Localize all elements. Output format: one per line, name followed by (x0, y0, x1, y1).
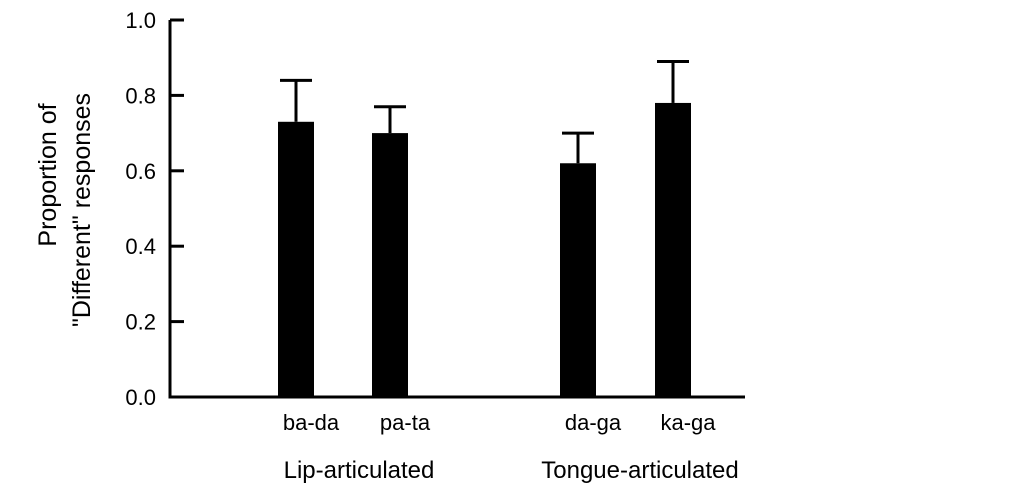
y-tick-label: 0.2 (125, 310, 156, 335)
bar-pa-ta (372, 133, 408, 397)
category-label-da-ga: da-ga (565, 410, 622, 435)
y-tick-label: 0.4 (125, 234, 156, 259)
y-axis-label-line-1: Proportion of (34, 103, 62, 246)
category-labels: ba-da pa-ta da-ga ka-ga (283, 410, 716, 435)
y-ticks: 0.0 0.2 0.4 0.6 0.8 1.0 (125, 8, 184, 410)
y-tick-label: 0.6 (125, 159, 156, 184)
bar-ba-da (278, 121, 314, 397)
axes (168, 20, 745, 399)
y-tick-label: 0.0 (125, 385, 156, 410)
bars (278, 102, 691, 397)
error-bars (280, 59, 689, 164)
category-label-ka-ga: ka-ga (660, 410, 716, 435)
group-labels: Lip-articulated Tongue-articulated (284, 457, 739, 484)
y-axis-label: Proportion of "Different" responses (34, 93, 96, 327)
category-label-ba-da: ba-da (283, 410, 340, 435)
y-tick-label: 0.8 (125, 83, 156, 108)
category-label-pa-ta: pa-ta (380, 410, 431, 435)
group-label-1: Tongue-articulated (541, 457, 738, 484)
bar-da-ga (560, 163, 596, 397)
y-axis-label-line-2: "Different" responses (68, 93, 96, 327)
y-tick-label: 1.0 (125, 8, 156, 33)
bar-ka-ga (655, 102, 691, 397)
group-label-0: Lip-articulated (284, 457, 435, 484)
